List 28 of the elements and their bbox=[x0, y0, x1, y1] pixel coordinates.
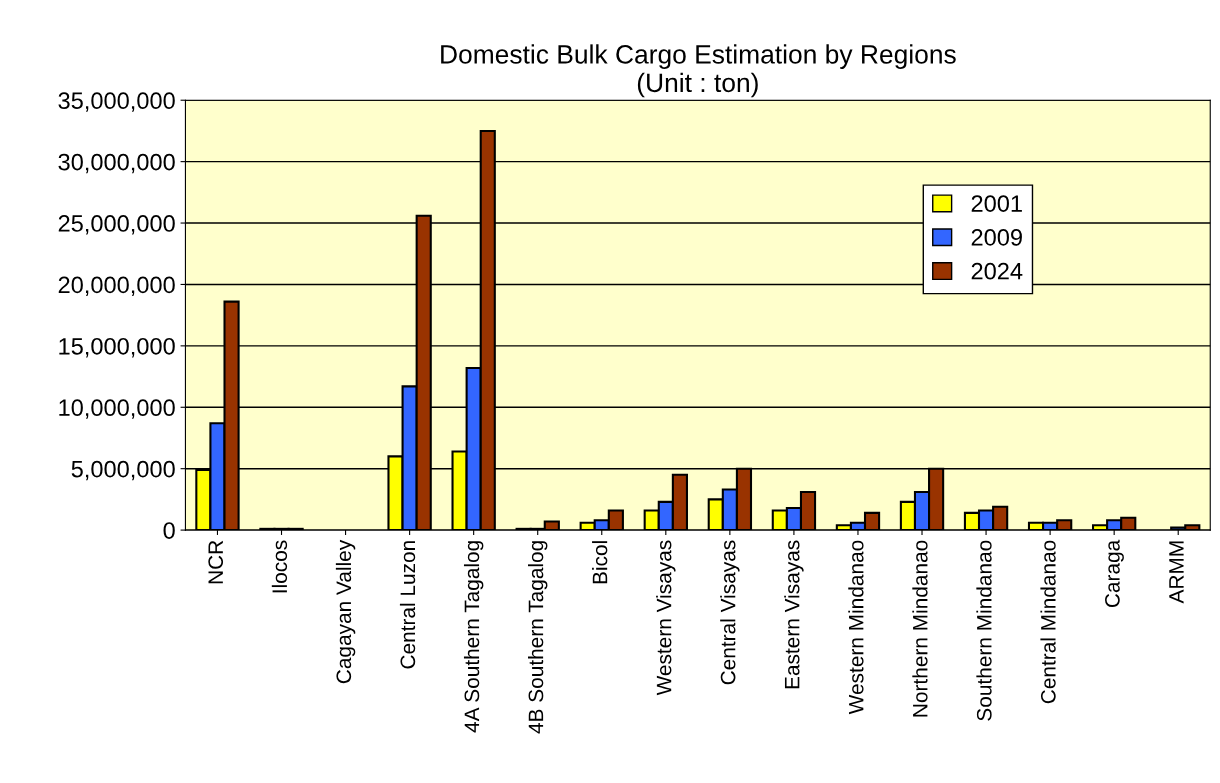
legend-label: 2001 bbox=[971, 195, 1022, 212]
y-tick-label: 0 bbox=[163, 522, 175, 539]
legend-label: 2009 bbox=[971, 229, 1022, 246]
x-tick-label: Western Visayas bbox=[656, 540, 676, 696]
x-tick-label: Northern Mindanao bbox=[912, 540, 928, 717]
x-tick-label: Eastern Visayas bbox=[784, 540, 804, 689]
x-tick-label: 4B Southern Tagalog bbox=[528, 541, 548, 734]
x-tick-label: Caraga bbox=[1105, 539, 1124, 608]
x-tick-label: Ilocos bbox=[271, 540, 288, 593]
y-tick-label: 5,000,000 bbox=[71, 460, 175, 481]
x-tick-label: Central Mindanao bbox=[1040, 540, 1056, 704]
x-tick-label: Central Luzon bbox=[399, 541, 416, 669]
legend-label: 2024 bbox=[971, 262, 1023, 280]
x-tick-label: Bicol bbox=[592, 541, 608, 584]
x-tick-label: Central Visayas bbox=[720, 540, 740, 685]
y-tick-label: 10,000,000 bbox=[59, 399, 175, 419]
y-tick-label: 35,000,000 bbox=[58, 92, 175, 112]
y-tick-label: 20,000,000 bbox=[58, 276, 175, 297]
x-tick-label: Western Mindanao bbox=[848, 540, 864, 715]
y-tick-label: 25,000,000 bbox=[58, 215, 175, 235]
y-tick-label: 15,000,000 bbox=[59, 337, 175, 358]
y-tick-label: 30,000,000 bbox=[58, 153, 175, 174]
x-tick-label: Cagayan Valley bbox=[335, 539, 356, 684]
x-tick-label: ARMM bbox=[1169, 541, 1184, 604]
x-tick-label: 4A Southern Tagalog bbox=[463, 541, 484, 733]
x-tick-label: Southern Mindanao bbox=[976, 540, 992, 721]
chart-title: Domestic Bulk Cargo Estimation by Regions (Unit : ton) bbox=[441, 44, 956, 98]
x-tick-label: NCR bbox=[208, 540, 224, 584]
